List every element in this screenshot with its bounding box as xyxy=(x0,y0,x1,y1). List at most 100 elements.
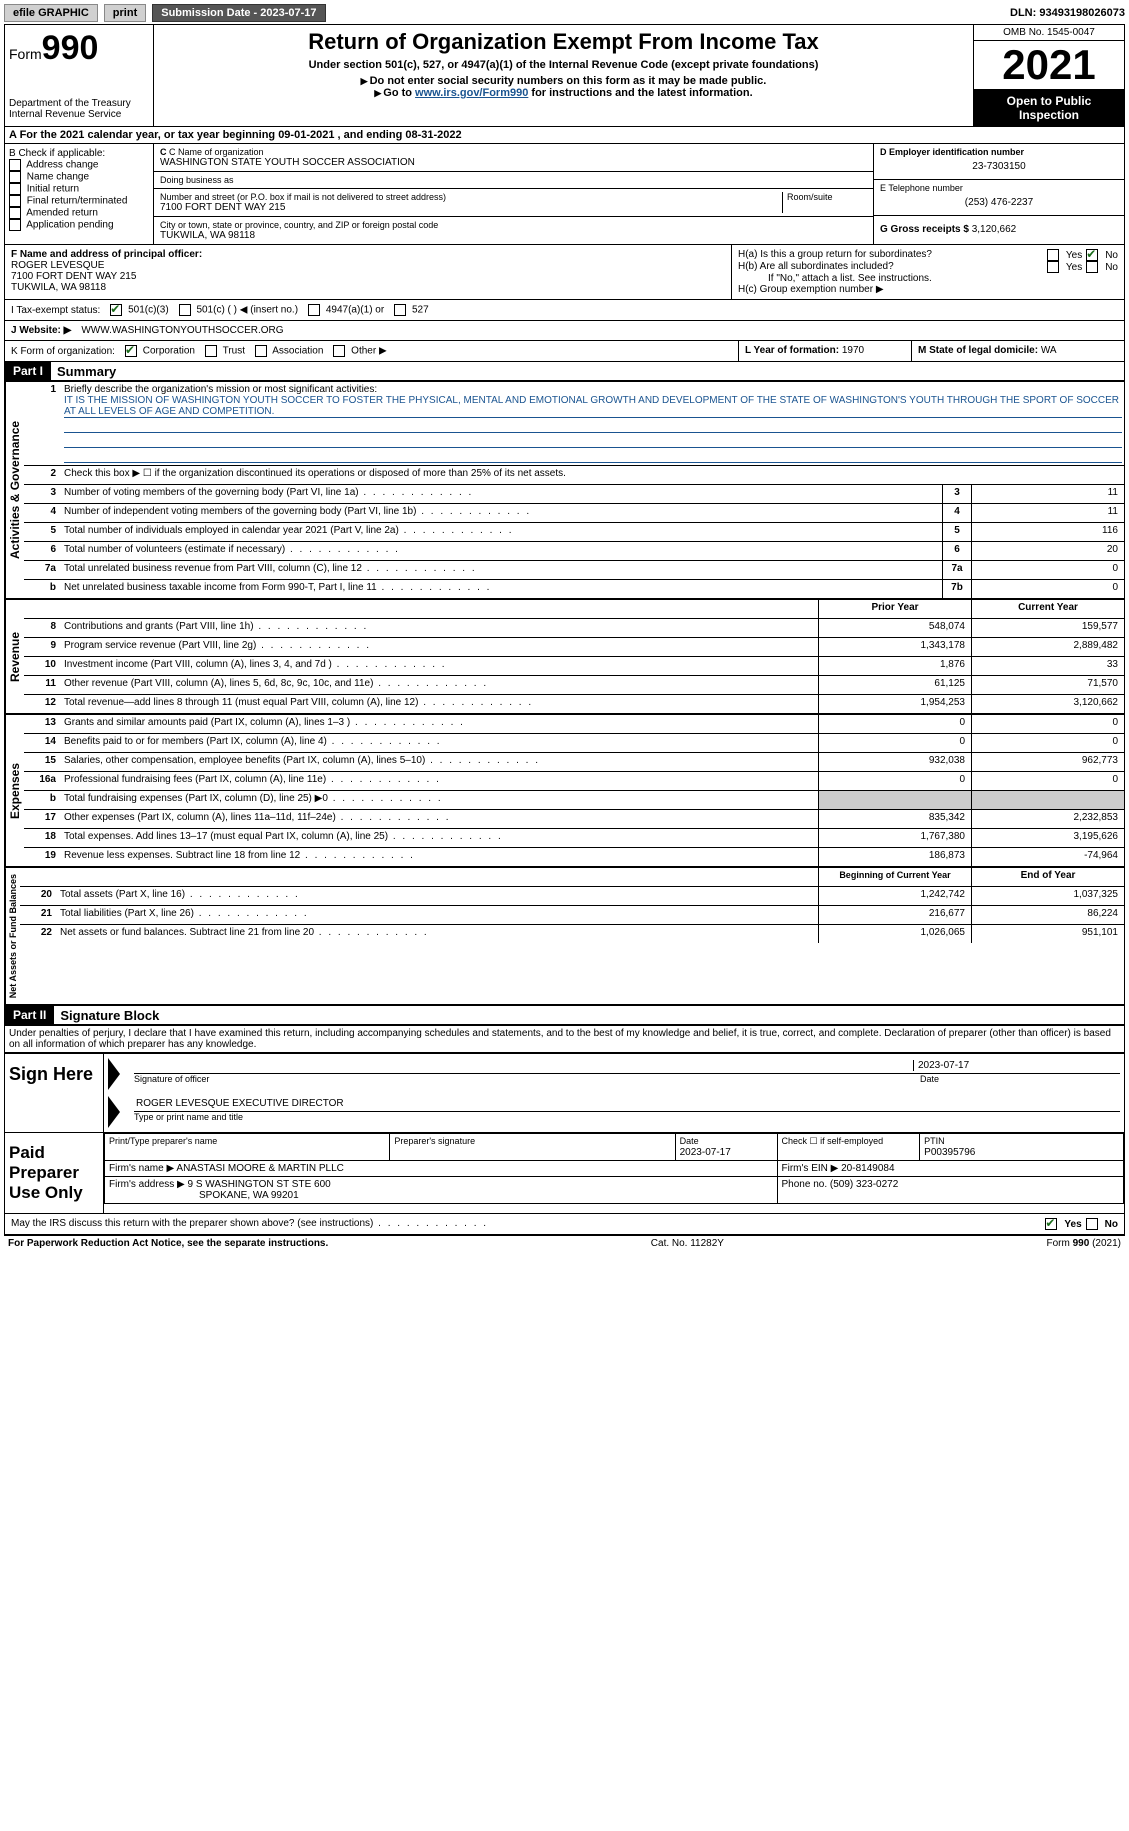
colb-checkbox[interactable] xyxy=(9,195,21,207)
vtext-net-assets: Net Assets or Fund Balances xyxy=(5,868,20,1004)
assoc-checkbox[interactable] xyxy=(255,345,267,357)
efile-tag: efile GRAPHIC xyxy=(4,4,98,22)
street-value: 7100 FORT DENT WAY 215 xyxy=(160,202,778,213)
colb-checkbox[interactable] xyxy=(9,207,21,219)
sum-box: 7b xyxy=(942,580,971,598)
other-checkbox[interactable] xyxy=(333,345,345,357)
vtext-governance: Activities & Governance xyxy=(5,382,24,598)
sum-label: Total unrelated business revenue from Pa… xyxy=(62,561,942,579)
sig-name: ROGER LEVESQUE EXECUTIVE DIRECTOR xyxy=(134,1096,1120,1112)
4947-checkbox[interactable] xyxy=(308,304,320,316)
omb-number: OMB No. 1545-0047 xyxy=(974,25,1124,41)
officer-city: TUKWILA, WA 98118 xyxy=(11,282,725,293)
prior-year-value: 1,242,742 xyxy=(818,887,971,905)
prior-year-value: 186,873 xyxy=(818,848,971,866)
current-year-value: 159,577 xyxy=(971,619,1124,637)
prior-year-value: 1,767,380 xyxy=(818,829,971,847)
sum-label: Total fundraising expenses (Part IX, col… xyxy=(62,791,818,809)
sig-name-label: Type or print name and title xyxy=(134,1112,1120,1122)
sum-label: Salaries, other compensation, employee b… xyxy=(62,753,818,771)
prior-year-value: 0 xyxy=(818,734,971,752)
current-year-value: 33 xyxy=(971,657,1124,675)
form-title: Return of Organization Exempt From Incom… xyxy=(158,29,969,55)
527-checkbox[interactable] xyxy=(394,304,406,316)
q1-label: Briefly describe the organization's miss… xyxy=(64,384,377,395)
city-value: TUKWILA, WA 98118 xyxy=(160,230,867,241)
current-year-value: 1,037,325 xyxy=(971,887,1124,905)
501c-checkbox[interactable] xyxy=(179,304,191,316)
sum-label: Total liabilities (Part X, line 26) xyxy=(58,906,818,924)
prior-year-value: 835,342 xyxy=(818,810,971,828)
sum-label: Other expenses (Part IX, column (A), lin… xyxy=(62,810,818,828)
current-year-value: 3,195,626 xyxy=(971,829,1124,847)
vtext-expenses: Expenses xyxy=(5,715,24,866)
sum-label: Total expenses. Add lines 13–17 (must eq… xyxy=(62,829,818,847)
phone-value: (253) 476-2237 xyxy=(880,193,1118,212)
year-formation-label: L Year of formation: xyxy=(745,345,839,356)
q2-label: Check this box ▶ ☐ if the organization d… xyxy=(62,466,1124,484)
colb-checkbox[interactable] xyxy=(9,171,21,183)
prior-year-value: 548,074 xyxy=(818,619,971,637)
form-frame: Form990 Department of the Treasury Inter… xyxy=(4,24,1125,1236)
vtext-revenue: Revenue xyxy=(5,600,24,713)
sum-label: Program service revenue (Part VIII, line… xyxy=(62,638,818,656)
dba-label: Doing business as xyxy=(160,175,867,185)
ha-label: H(a) Is this a group return for subordin… xyxy=(738,249,932,261)
gross-receipts-label: G Gross receipts $ xyxy=(880,224,969,235)
sign-arrow-icon-2 xyxy=(108,1096,120,1128)
current-year-value: 962,773 xyxy=(971,753,1124,771)
goto-instruction: Go to www.irs.gov/Form990 for instructio… xyxy=(158,87,969,99)
irs-label: Internal Revenue Service xyxy=(9,109,149,120)
sum-label: Number of independent voting members of … xyxy=(62,504,942,522)
501c3-checkbox[interactable] xyxy=(110,304,122,316)
colb-checkbox[interactable] xyxy=(9,159,21,171)
prior-year-value: 1,026,065 xyxy=(818,925,971,943)
current-year-value: 86,224 xyxy=(971,906,1124,924)
year-formation-value: 1970 xyxy=(842,345,864,356)
discuss-label: May the IRS discuss this return with the… xyxy=(11,1218,488,1230)
trust-checkbox[interactable] xyxy=(205,345,217,357)
current-year-value: 951,101 xyxy=(971,925,1124,943)
ha-yes-checkbox[interactable] xyxy=(1047,249,1059,261)
sig-date: 2023-07-17 xyxy=(913,1060,1118,1071)
sum-value: 0 xyxy=(971,561,1124,579)
print-button[interactable]: print xyxy=(104,4,146,22)
sum-value: 20 xyxy=(971,542,1124,560)
prior-year-value: 0 xyxy=(818,772,971,790)
sum-value: 116 xyxy=(971,523,1124,541)
corp-checkbox[interactable] xyxy=(125,345,137,357)
sign-arrow-icon xyxy=(108,1058,120,1090)
current-year-value: 2,232,853 xyxy=(971,810,1124,828)
row-a-tax-year: A For the 2021 calendar year, or tax yea… xyxy=(5,127,1124,144)
prior-year-value: 0 xyxy=(818,715,971,733)
sum-label: Contributions and grants (Part VIII, lin… xyxy=(62,619,818,637)
website-value: WWW.WASHINGTONYOUTHSOCCER.ORG xyxy=(81,325,283,336)
officer-street: 7100 FORT DENT WAY 215 xyxy=(11,271,725,282)
sum-label: Net unrelated business taxable income fr… xyxy=(62,580,942,598)
street-label: Number and street (or P.O. box if mail i… xyxy=(160,192,778,202)
irs-link[interactable]: www.irs.gov/Form990 xyxy=(415,87,528,99)
gross-receipts-value: 3,120,662 xyxy=(972,224,1017,235)
current-year-value: 71,570 xyxy=(971,676,1124,694)
hb-no-checkbox[interactable] xyxy=(1086,261,1098,273)
sum-label: Investment income (Part VIII, column (A)… xyxy=(62,657,818,675)
ein-value: 23-7303150 xyxy=(880,157,1118,176)
open-public-badge: Open to Public Inspection xyxy=(974,90,1124,126)
website-label: J Website: ▶ xyxy=(11,325,71,336)
hb-yes-checkbox[interactable] xyxy=(1047,261,1059,273)
current-year-header: Current Year xyxy=(971,600,1124,618)
col-b-checkboxes: B Check if applicable: Address change Na… xyxy=(5,144,154,244)
colb-checkbox[interactable] xyxy=(9,183,21,195)
footer-right: Form 990 (2021) xyxy=(1047,1238,1122,1249)
sum-box: 4 xyxy=(942,504,971,522)
ha-no-checkbox[interactable] xyxy=(1086,249,1098,261)
colb-checkbox[interactable] xyxy=(9,219,21,231)
declaration-text: Under penalties of perjury, I declare th… xyxy=(5,1026,1124,1053)
mission-text: IT IS THE MISSION OF WASHINGTON YOUTH SO… xyxy=(64,395,1122,418)
form-org-label: K Form of organization: xyxy=(11,346,115,357)
domicile-value: WA xyxy=(1041,345,1057,356)
tax-year: 2021 xyxy=(974,41,1124,90)
officer-label: F Name and address of principal officer: xyxy=(11,249,725,260)
discuss-yes-checkbox[interactable] xyxy=(1045,1218,1057,1230)
discuss-no-checkbox[interactable] xyxy=(1086,1218,1098,1230)
